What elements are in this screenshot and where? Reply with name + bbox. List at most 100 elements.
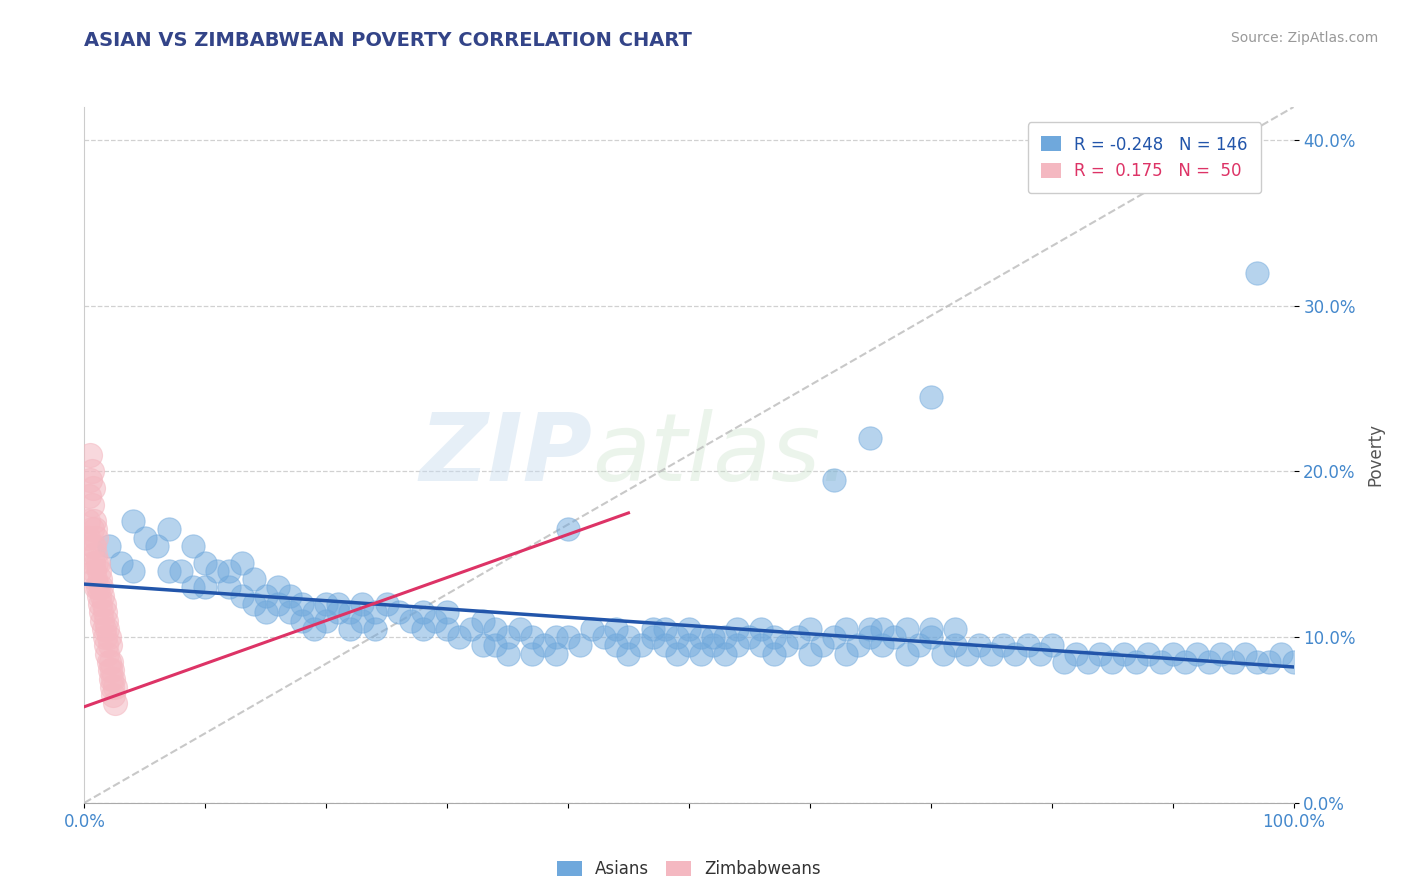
- Point: [278, 605, 301, 619]
- Point: [1064, 647, 1087, 661]
- Point: [775, 639, 797, 653]
- Point: [725, 639, 748, 653]
- Point: [90, 605, 112, 619]
- Point: [654, 639, 676, 653]
- Point: [352, 614, 374, 628]
- Point: [104, 697, 127, 711]
- Point: [980, 647, 1002, 661]
- Text: Source: ZipAtlas.com: Source: ZipAtlas.com: [1230, 31, 1378, 45]
- Point: [920, 630, 942, 644]
- Point: [484, 639, 506, 653]
- Point: [423, 614, 446, 628]
- Point: [920, 390, 942, 404]
- Point: [449, 630, 471, 644]
- Point: [84, 523, 107, 537]
- Point: [363, 605, 385, 619]
- Point: [702, 630, 724, 644]
- Point: [617, 630, 640, 644]
- Point: [1114, 647, 1136, 661]
- Point: [218, 581, 240, 595]
- Point: [872, 622, 894, 636]
- Point: [1088, 647, 1111, 661]
- Point: [83, 539, 105, 553]
- Point: [544, 630, 567, 644]
- Point: [93, 597, 115, 611]
- Point: [339, 622, 361, 636]
- Point: [80, 523, 103, 537]
- Point: [101, 663, 124, 677]
- Point: [557, 523, 579, 537]
- Point: [77, 514, 100, 528]
- Point: [157, 523, 180, 537]
- Point: [678, 639, 700, 653]
- Point: [678, 622, 700, 636]
- Point: [690, 647, 713, 661]
- Point: [91, 614, 114, 628]
- Point: [363, 622, 385, 636]
- Point: [1209, 647, 1232, 661]
- Point: [146, 539, 169, 553]
- Point: [943, 622, 966, 636]
- Point: [823, 473, 845, 487]
- Point: [907, 639, 929, 653]
- Point: [97, 630, 120, 644]
- Point: [1198, 655, 1220, 669]
- Point: [702, 639, 724, 653]
- Point: [1125, 655, 1147, 669]
- Point: [267, 581, 290, 595]
- Point: [1185, 647, 1208, 661]
- Point: [751, 639, 773, 653]
- Point: [84, 572, 107, 586]
- Point: [665, 630, 688, 644]
- Point: [90, 581, 112, 595]
- Point: [121, 514, 143, 528]
- Point: [1234, 647, 1257, 661]
- Point: [267, 597, 290, 611]
- Point: [315, 614, 337, 628]
- Point: [100, 655, 122, 669]
- Point: [872, 639, 894, 653]
- Point: [89, 597, 111, 611]
- Point: [472, 614, 495, 628]
- Point: [1246, 655, 1268, 669]
- Point: [96, 647, 118, 661]
- Point: [86, 531, 108, 545]
- Point: [328, 605, 350, 619]
- Point: [725, 622, 748, 636]
- Point: [1149, 655, 1171, 669]
- Point: [291, 597, 314, 611]
- Point: [630, 639, 652, 653]
- Point: [751, 622, 773, 636]
- Point: [82, 556, 104, 570]
- Point: [94, 630, 117, 644]
- Point: [242, 572, 264, 586]
- Point: [194, 556, 217, 570]
- Point: [134, 531, 156, 545]
- Point: [641, 622, 664, 636]
- Point: [207, 564, 229, 578]
- Point: [811, 639, 834, 653]
- Point: [96, 622, 118, 636]
- Point: [86, 581, 108, 595]
- Point: [100, 672, 122, 686]
- Text: ZIP: ZIP: [419, 409, 592, 501]
- Point: [94, 614, 117, 628]
- Point: [87, 564, 110, 578]
- Legend: Asians, Zimbabweans: Asians, Zimbabweans: [550, 854, 828, 885]
- Point: [315, 597, 337, 611]
- Point: [399, 614, 422, 628]
- Point: [641, 630, 664, 644]
- Point: [82, 539, 104, 553]
- Point: [762, 630, 785, 644]
- Point: [375, 597, 398, 611]
- Point: [77, 531, 100, 545]
- Point: [557, 630, 579, 644]
- Point: [80, 465, 103, 479]
- Point: [93, 622, 115, 636]
- Point: [83, 564, 105, 578]
- Point: [520, 647, 543, 661]
- Point: [533, 639, 555, 653]
- Point: [920, 622, 942, 636]
- Point: [823, 630, 845, 644]
- Point: [859, 630, 882, 644]
